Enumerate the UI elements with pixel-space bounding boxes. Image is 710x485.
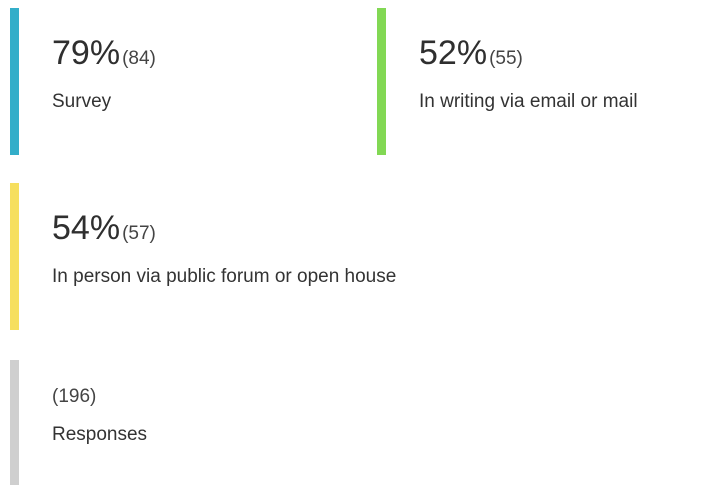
stat-card: 52% (55) In writing via email or mail bbox=[377, 8, 707, 155]
label: In person via public forum or open house bbox=[52, 266, 397, 287]
stat-value: 52% (55) bbox=[419, 34, 523, 73]
percent: 54% bbox=[52, 209, 121, 247]
stat-card: 79% (84) Survey bbox=[10, 8, 340, 155]
color-bar bbox=[10, 183, 19, 330]
color-bar bbox=[10, 360, 19, 485]
percent: 52% bbox=[419, 34, 488, 72]
color-bar bbox=[377, 8, 386, 155]
stat-value: (196) bbox=[52, 386, 96, 408]
count: (196) bbox=[52, 386, 97, 407]
stat-card: 54% (57) In person via public forum or ope… bbox=[10, 183, 396, 330]
color-bar bbox=[10, 8, 19, 155]
stat-value: 54% (57) bbox=[52, 209, 156, 248]
count: (55) bbox=[489, 48, 523, 69]
stat-card: (196) Responses bbox=[10, 360, 340, 485]
percent: 79% bbox=[52, 34, 121, 72]
label: Responses bbox=[52, 424, 148, 445]
count: (84) bbox=[122, 48, 156, 69]
label: In writing via email or mail bbox=[419, 91, 638, 112]
stat-value: 79% (84) bbox=[52, 34, 156, 73]
label: Survey bbox=[52, 91, 112, 112]
count: (57) bbox=[122, 223, 156, 244]
